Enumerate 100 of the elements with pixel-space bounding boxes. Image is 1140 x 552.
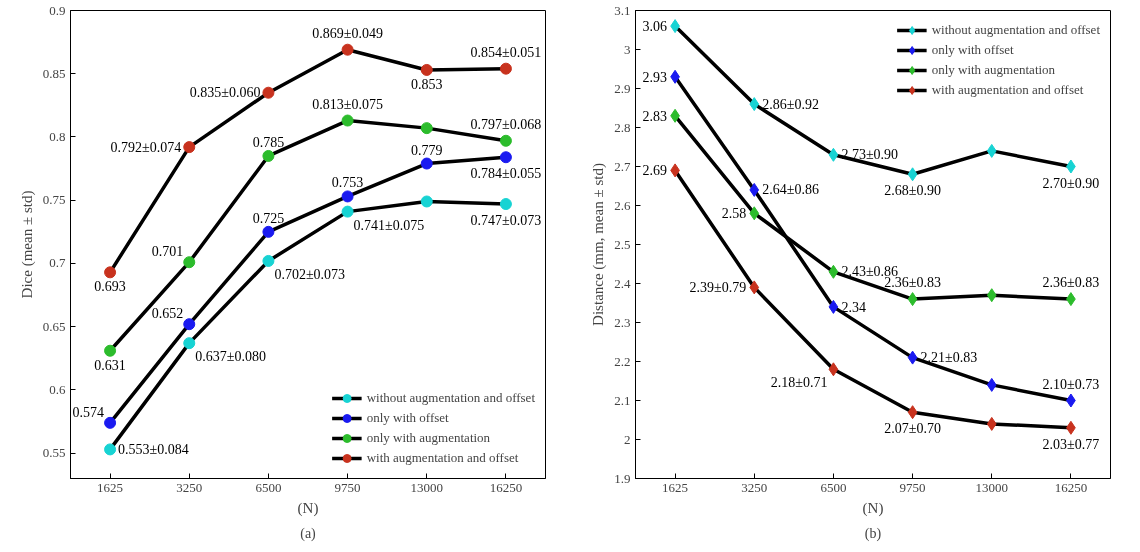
data-label: 2.03±0.77 [1042,436,1100,452]
data-label: 2.70±0.90 [1042,175,1100,191]
x-tick-label: 6500 [255,479,282,495]
y-tick-label: 0.8 [49,128,66,144]
point [499,198,512,211]
data-label: 2.86±0.92 [762,96,819,112]
y-tick-label: 2.3 [614,314,631,330]
data-label: 0.701 [151,244,184,260]
data-label: 2.58 [721,206,747,222]
x-tick-label: 1625 [662,479,689,495]
legend-label: only with offset [931,42,1014,58]
x-tick-label: 3250 [741,479,768,495]
point [828,264,839,279]
y-tick-label: 3.1 [614,2,631,18]
data-label: 2.18±0.71 [770,375,828,391]
legend-label: without augmentation and offset [366,390,535,406]
point [907,167,918,182]
point [104,266,117,279]
point [986,416,997,431]
legend-label: only with augmentation [931,62,1056,78]
point [262,149,275,162]
data-label: 0.631 [94,357,126,373]
data-label: 0.797±0.068 [470,116,542,132]
y-tick-label: 0.6 [49,381,66,397]
x-axis-title: (N) [862,499,884,517]
point [749,206,760,221]
point [104,443,117,456]
y-tick-label: 2.7 [614,158,631,174]
y-tick-label: 2.6 [614,197,631,213]
data-label: 3.06 [642,19,668,35]
y-axis-title: Distance (mm, mean ± std) [590,163,608,326]
data-label: 2.36±0.83 [884,275,941,291]
point [183,318,196,331]
data-label: 2.39±0.79 [689,279,747,295]
data-label: 0.813±0.075 [312,96,383,112]
point [262,254,275,267]
y-tick-label: 2.5 [614,236,631,252]
x-tick-label: 16250 [1054,479,1088,495]
y-tick-label: 2.9 [614,80,631,96]
data-label: 0.753 [331,175,364,191]
point [828,362,839,377]
legend-label: without augmentation and offset [931,22,1100,38]
y-tick-label: 1.9 [614,470,631,486]
x-tick-label: 9750 [334,479,361,495]
x-tick-label: 16250 [489,479,523,495]
data-label: 0.792±0.074 [110,139,182,155]
data-label: 0.693 [94,279,126,295]
point [183,256,196,269]
data-label: 0.869±0.049 [312,25,383,41]
data-label: 0.652 [151,306,184,322]
legend-label: with augmentation and offset [366,450,519,466]
point [907,350,918,365]
point [262,86,275,99]
x-tick-label: 3250 [176,479,203,495]
data-label: 0.853 [411,76,443,92]
point [499,151,512,164]
data-label: 0.702±0.073 [274,266,346,282]
y-tick-label: 2 [624,431,631,447]
point [828,299,839,314]
data-label: 0.835±0.060 [189,85,261,101]
y-tick-label: 0.7 [49,255,66,271]
legend-label: only with augmentation [366,430,491,446]
point [986,143,997,158]
data-label: 2.93 [642,69,668,85]
point [104,416,117,429]
data-label: 0.637±0.080 [195,349,266,365]
point [749,182,760,197]
point [499,62,512,75]
x-tick-label: 1625 [97,479,124,495]
x-tick-label: 13000 [410,479,443,495]
data-label: 0.747±0.073 [470,213,542,229]
point [986,377,997,392]
data-label: 2.34 [841,299,866,315]
y-tick-label: 2.2 [614,353,631,369]
data-label: 0.553±0.084 [118,441,189,457]
y-tick-label: 2.8 [614,119,631,135]
data-label: 2.83 [642,108,668,124]
data-label: 0.725 [252,210,285,226]
data-label: 0.854±0.051 [470,44,542,60]
text: (a) [300,525,317,542]
point [341,43,354,56]
point [183,337,196,350]
point [420,122,433,135]
y-tick-label: 2.1 [614,392,631,408]
y-tick-label: 3 [624,41,631,57]
point [420,63,433,76]
data-label: 0.785 [252,134,285,150]
y-tick-label: 0.9 [49,2,66,18]
point [907,405,918,420]
point [828,147,839,162]
x-tick-label: 9750 [899,479,926,495]
point [749,97,760,112]
data-label: 2.64±0.86 [762,182,819,198]
y-tick-label: 0.75 [42,192,66,208]
point [262,225,275,238]
point [420,157,433,170]
text: (b) [864,525,882,542]
data-label: 0.741±0.075 [353,217,425,233]
data-label: 2.07±0.70 [884,421,941,437]
x-axis-title: (N) [297,499,319,517]
